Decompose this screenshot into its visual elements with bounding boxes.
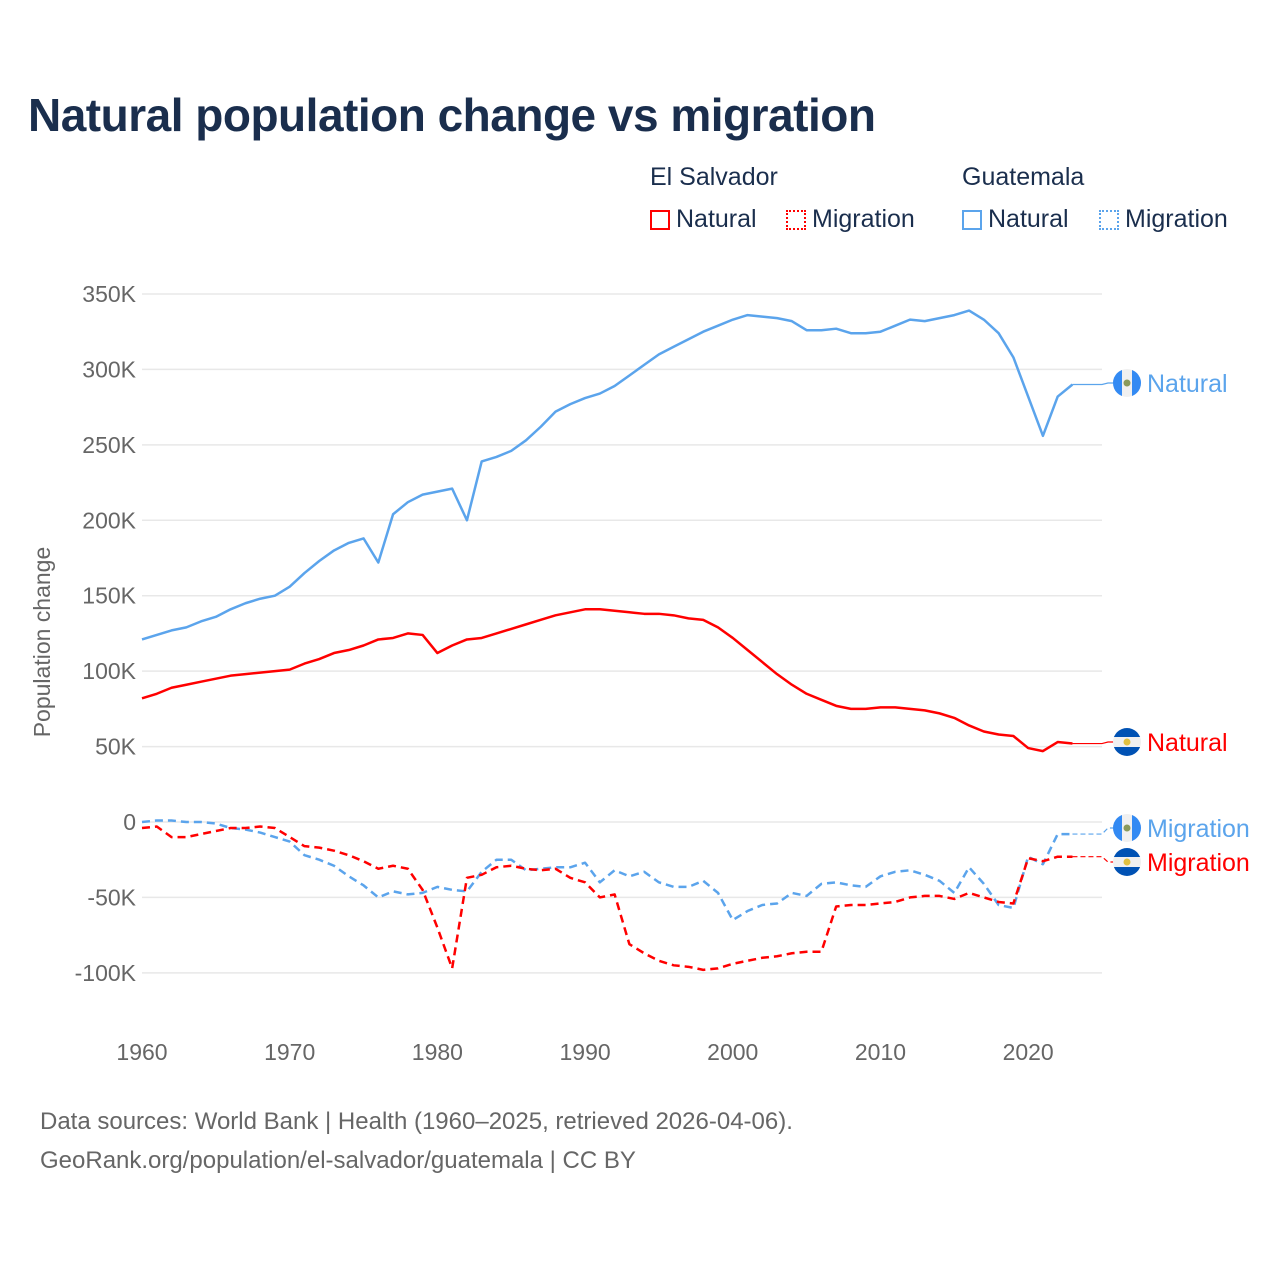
legend-label: Migration — [1125, 205, 1228, 233]
guatemala-flag-icon — [1113, 814, 1141, 842]
y-tick-label: 150K — [82, 583, 136, 609]
x-tick-label: 1970 — [264, 1039, 315, 1065]
footer-link[interactable]: GeoRank.org/population/el-salvador/guate… — [40, 1147, 636, 1174]
x-tick-label: 2010 — [855, 1039, 906, 1065]
series-end-label: Migration — [1147, 849, 1250, 877]
y-tick-label: 350K — [82, 281, 136, 307]
series-end-label: Natural — [1147, 729, 1228, 757]
y-tick-label: 100K — [82, 658, 136, 684]
legend-swatch-solid — [650, 209, 670, 230]
legend-el-salvador-natural[interactable]: Natural — [650, 205, 757, 234]
legend-swatch-dotted — [1099, 209, 1119, 230]
series-end-label: Migration — [1147, 815, 1250, 843]
y-tick-label: 50K — [95, 734, 137, 760]
series-line-guatemala-natural — [141, 309, 1074, 641]
guatemala-flag-icon — [1113, 369, 1141, 397]
series-line-el-salvador-migration — [141, 825, 1073, 972]
x-tick-label: 2000 — [707, 1039, 758, 1065]
legend-el-salvador-migration[interactable]: Migration — [786, 205, 915, 234]
connector-line — [1072, 382, 1114, 386]
legend-group-el-salvador: El Salvador — [650, 163, 778, 191]
series-end-label: Natural — [1147, 370, 1228, 398]
legend-label: Natural — [676, 205, 757, 233]
x-tick-label: 1980 — [412, 1039, 463, 1065]
legend-swatch-dotted — [786, 209, 806, 230]
el-salvador-flag-icon — [1113, 848, 1141, 876]
y-axis-label: Population change — [29, 547, 55, 738]
connector-line — [1072, 741, 1114, 745]
connector-line — [1072, 827, 1114, 835]
y-tick-label: -100K — [75, 960, 137, 986]
legend-label: Natural — [988, 205, 1069, 233]
y-tick-label: 200K — [82, 507, 136, 533]
el-salvador-flag-icon — [1113, 728, 1141, 756]
legend-guatemala-migration[interactable]: Migration — [1099, 205, 1228, 234]
x-tick-label: 1990 — [559, 1039, 610, 1065]
connector-line — [1072, 856, 1114, 863]
chart-title: Natural population change vs migration — [28, 89, 876, 141]
legend-guatemala-natural[interactable]: Natural — [962, 205, 1069, 234]
y-tick-label: 0 — [123, 809, 136, 835]
series-line-el-salvador-natural — [141, 608, 1073, 753]
footer-sources: Data sources: World Bank | Health (1960–… — [40, 1108, 793, 1135]
x-tick-label: 1960 — [116, 1039, 167, 1065]
legend-label: Migration — [812, 205, 915, 233]
legend-group-guatemala: Guatemala — [962, 163, 1085, 191]
y-tick-label: 250K — [82, 432, 136, 458]
series-line-guatemala-migration — [141, 819, 1073, 922]
x-tick-label: 2020 — [1003, 1039, 1054, 1065]
y-tick-label: -50K — [87, 884, 136, 910]
legend-swatch-solid — [962, 209, 982, 230]
y-tick-label: 300K — [82, 356, 136, 382]
